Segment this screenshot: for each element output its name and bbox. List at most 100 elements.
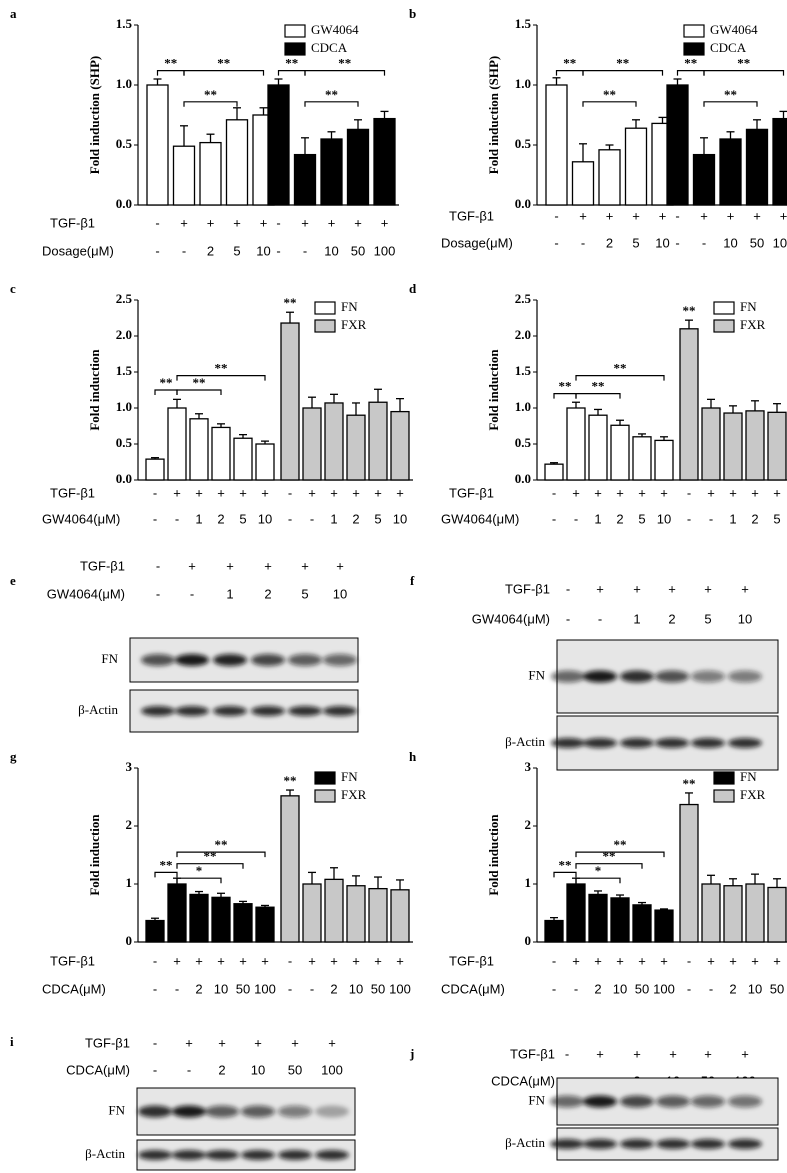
row-entry: +: [260, 215, 268, 230]
row-entry: 50: [371, 981, 385, 996]
row-label: CDCA(μM): [491, 1073, 555, 1088]
significance: **: [563, 56, 576, 71]
row-entry: +: [239, 953, 247, 968]
blot-bands: [550, 1139, 762, 1149]
row-entry: -: [153, 981, 157, 996]
y-tick-label: 0.5: [515, 435, 532, 450]
row-entry: +: [330, 953, 338, 968]
row-entry: +: [217, 953, 225, 968]
bar: [654, 439, 674, 481]
bar: [167, 883, 187, 943]
row-entry: +: [751, 485, 759, 500]
band-label: β-Actin: [505, 1135, 545, 1150]
y-tick-label: 0.0: [116, 471, 132, 486]
blot-bands: [550, 1095, 762, 1108]
significance: **: [160, 857, 173, 872]
y-tick-label: 2.5: [116, 291, 133, 306]
legend-label: FXR: [740, 787, 766, 802]
row-entry: +: [773, 953, 781, 968]
bar: [767, 886, 787, 943]
row-entry: -: [574, 511, 578, 526]
row-entry: 1: [594, 511, 601, 526]
significance: **: [325, 87, 338, 102]
row-entry: -: [675, 208, 679, 223]
bar: [320, 138, 343, 206]
band: [175, 654, 209, 666]
blot-bands: [551, 670, 762, 683]
significance: **: [614, 361, 627, 376]
row-entry: -: [581, 235, 585, 250]
row-label: CDCA(μM): [42, 981, 106, 996]
band: [551, 670, 585, 683]
significance-bracket: [582, 101, 637, 107]
row-entry: -: [153, 1035, 157, 1050]
significance: **: [193, 375, 206, 390]
row-entry: -: [565, 1046, 569, 1061]
blot-bands: [141, 654, 357, 666]
row-entry: +: [301, 215, 309, 230]
bar: [145, 458, 165, 481]
row-entry: +: [185, 1035, 193, 1050]
row-entry: +: [254, 1035, 262, 1050]
y-tick-label: 3: [126, 759, 133, 774]
y-tick-label: 1.5: [515, 363, 532, 378]
row-entry: -: [156, 586, 160, 601]
row-entry: -: [598, 611, 602, 626]
bar: [302, 883, 322, 943]
row-entry: +: [233, 215, 241, 230]
bar: [679, 328, 699, 481]
significance-bracket: [304, 101, 359, 107]
bar: [324, 878, 344, 943]
row-entry: -: [310, 981, 314, 996]
band: [213, 654, 247, 666]
legend-swatch: [713, 789, 735, 803]
bar: [610, 424, 630, 481]
row-entry: -: [310, 511, 314, 526]
row-entry: 2: [217, 511, 224, 526]
row-entry: +: [374, 953, 382, 968]
row-entry: +: [729, 485, 737, 500]
row-label: TGF-β1: [50, 215, 95, 230]
y-tick-label: 1.0: [515, 76, 531, 91]
row-label: TGF-β1: [80, 558, 125, 573]
row-entry: +: [606, 208, 614, 223]
row-entry: 50: [770, 981, 784, 996]
row-label: TGF-β1: [50, 485, 95, 500]
band: [728, 670, 762, 683]
bar: [632, 436, 652, 481]
significance: **: [164, 56, 177, 71]
bar: [167, 407, 187, 481]
legend-label: FN: [740, 299, 757, 314]
panel-label: b: [409, 6, 416, 21]
significance: **: [284, 295, 297, 310]
bar: [225, 119, 249, 206]
bar: [373, 117, 396, 206]
band: [551, 738, 585, 748]
row-entry: +: [328, 215, 336, 230]
row-entry: -: [709, 511, 713, 526]
band-label: β-Actin: [85, 1146, 125, 1161]
significance-bracket: [304, 70, 386, 76]
row-entry: -: [156, 558, 160, 573]
significance: **: [338, 56, 351, 71]
bar: [692, 153, 716, 206]
legend-label: FXR: [740, 317, 766, 332]
row-entry: +: [354, 215, 362, 230]
bar: [598, 149, 621, 206]
band: [656, 1095, 690, 1108]
bar: [293, 153, 317, 206]
panel-label: i: [10, 1034, 14, 1049]
bar: [566, 883, 586, 943]
row-entry: -: [288, 485, 292, 500]
row-label: TGF-β1: [510, 1046, 555, 1061]
bar: [390, 410, 410, 481]
blot-bands: [138, 1150, 349, 1160]
band: [620, 670, 654, 683]
bar: [723, 412, 743, 481]
row-entry: +: [668, 581, 676, 596]
row-entry: -: [554, 235, 558, 250]
significance: **: [217, 56, 230, 71]
blot-bands: [551, 738, 762, 748]
row-entry: 2: [195, 981, 202, 996]
row-entry: 10: [324, 243, 338, 258]
